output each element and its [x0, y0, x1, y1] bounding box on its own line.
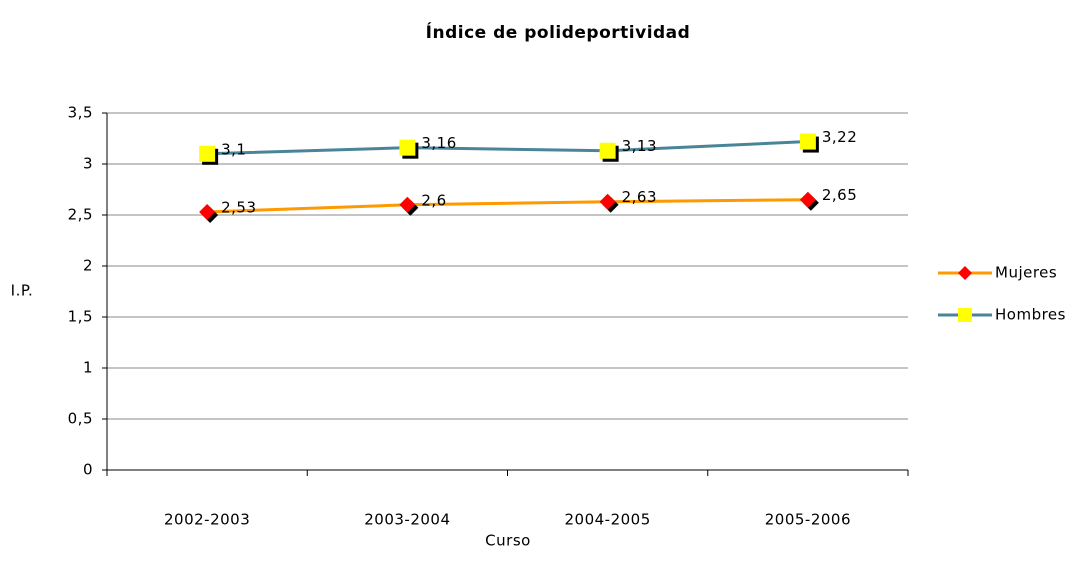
legend-marker — [958, 266, 972, 280]
point — [399, 196, 416, 213]
series-line — [207, 198, 808, 214]
legend-marker — [958, 308, 972, 322]
data-label: 3,22 — [822, 128, 857, 146]
series-line — [207, 140, 808, 156]
data-label: 3,16 — [421, 134, 456, 152]
y-tick-label: 2 — [83, 257, 93, 275]
y-tick-label: 1 — [83, 359, 93, 377]
y-tick-label: 3 — [83, 155, 93, 173]
data-label: 2,63 — [622, 188, 657, 206]
legend-label: Mujeres — [995, 264, 1057, 282]
x-tick-label: 2005-2006 — [765, 511, 851, 529]
x-tick-label: 2002-2003 — [164, 511, 250, 529]
y-tick-label: 0,5 — [68, 410, 93, 428]
legend-label: Hombres — [995, 306, 1066, 324]
data-label: 3,13 — [622, 137, 657, 155]
point — [599, 193, 616, 210]
data-label: 3,1 — [221, 140, 246, 158]
x-tick-label: 2003-2004 — [364, 511, 450, 529]
y-tick-label: 3,5 — [68, 104, 93, 122]
data-label: 2,6 — [421, 191, 446, 209]
x-axis-label: Curso — [485, 532, 531, 550]
data-label: 2,53 — [221, 198, 256, 216]
y-tick-label: 1,5 — [68, 308, 93, 326]
point — [799, 191, 816, 208]
point — [799, 133, 816, 150]
point — [199, 145, 216, 162]
point — [199, 203, 216, 220]
point — [599, 142, 616, 159]
y-axis-label: I.P. — [11, 282, 34, 300]
chart-title: Índice de polideportividad — [426, 21, 691, 43]
y-tick-label: 0 — [83, 461, 93, 479]
point — [399, 139, 416, 156]
data-label: 2,65 — [822, 186, 857, 204]
y-tick-label: 2,5 — [68, 206, 93, 224]
x-tick-label: 2004-2005 — [564, 511, 650, 529]
